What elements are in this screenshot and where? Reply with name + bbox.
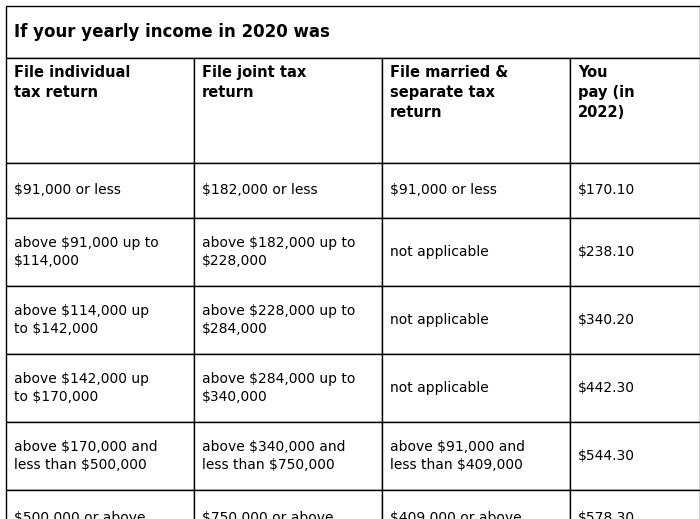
- Text: above $340,000 and
less than $750,000: above $340,000 and less than $750,000: [202, 440, 346, 472]
- Bar: [570, 58, 700, 163]
- Bar: [382, 354, 570, 422]
- Text: $91,000 or less: $91,000 or less: [390, 184, 497, 198]
- Text: above $114,000 up
to $142,000: above $114,000 up to $142,000: [14, 304, 149, 336]
- Text: $578.30: $578.30: [578, 511, 635, 519]
- Text: $750,000 or above: $750,000 or above: [202, 511, 333, 519]
- Text: not applicable: not applicable: [390, 381, 489, 395]
- Text: not applicable: not applicable: [390, 313, 489, 327]
- Text: File joint tax
return: File joint tax return: [202, 65, 307, 100]
- Text: $409,000 or above: $409,000 or above: [390, 511, 522, 519]
- Bar: [6, 490, 194, 519]
- Bar: [570, 354, 700, 422]
- Bar: [570, 218, 700, 286]
- Bar: [194, 354, 382, 422]
- Bar: [194, 58, 382, 163]
- Text: $170.10: $170.10: [578, 184, 636, 198]
- Text: $442.30: $442.30: [578, 381, 635, 395]
- Text: $238.10: $238.10: [578, 245, 636, 259]
- Bar: [194, 163, 382, 218]
- Bar: [382, 422, 570, 490]
- Text: above $91,000 and
less than $409,000: above $91,000 and less than $409,000: [390, 440, 525, 472]
- Text: File individual
tax return: File individual tax return: [14, 65, 130, 100]
- Text: You
pay (in
2022): You pay (in 2022): [578, 65, 635, 119]
- Bar: [382, 218, 570, 286]
- Bar: [382, 58, 570, 163]
- Text: above $228,000 up to
$284,000: above $228,000 up to $284,000: [202, 304, 356, 336]
- Bar: [194, 490, 382, 519]
- Bar: [6, 422, 194, 490]
- Text: $91,000 or less: $91,000 or less: [14, 184, 121, 198]
- Bar: [6, 163, 194, 218]
- Text: above $170,000 and
less than $500,000: above $170,000 and less than $500,000: [14, 440, 158, 472]
- Text: File married &
separate tax
return: File married & separate tax return: [390, 65, 508, 119]
- Bar: [570, 286, 700, 354]
- Text: above $142,000 up
to $170,000: above $142,000 up to $170,000: [14, 372, 149, 404]
- Bar: [570, 422, 700, 490]
- Bar: [194, 218, 382, 286]
- Bar: [570, 490, 700, 519]
- Text: above $182,000 up to
$228,000: above $182,000 up to $228,000: [202, 236, 356, 268]
- Text: If your yearly income in 2020 was: If your yearly income in 2020 was: [14, 23, 330, 41]
- Bar: [382, 490, 570, 519]
- Text: $544.30: $544.30: [578, 449, 635, 463]
- Text: $340.20: $340.20: [578, 313, 635, 327]
- Bar: [382, 286, 570, 354]
- Bar: [194, 286, 382, 354]
- Text: above $284,000 up to
$340,000: above $284,000 up to $340,000: [202, 372, 356, 404]
- Bar: [194, 422, 382, 490]
- Bar: [382, 163, 570, 218]
- Text: above $91,000 up to
$114,000: above $91,000 up to $114,000: [14, 236, 159, 268]
- Bar: [6, 286, 194, 354]
- Bar: [6, 6, 700, 58]
- Text: not applicable: not applicable: [390, 245, 489, 259]
- Text: $500,000 or above: $500,000 or above: [14, 511, 146, 519]
- Bar: [6, 218, 194, 286]
- Bar: [570, 163, 700, 218]
- Bar: [6, 354, 194, 422]
- Bar: [6, 58, 194, 163]
- Text: $182,000 or less: $182,000 or less: [202, 184, 318, 198]
